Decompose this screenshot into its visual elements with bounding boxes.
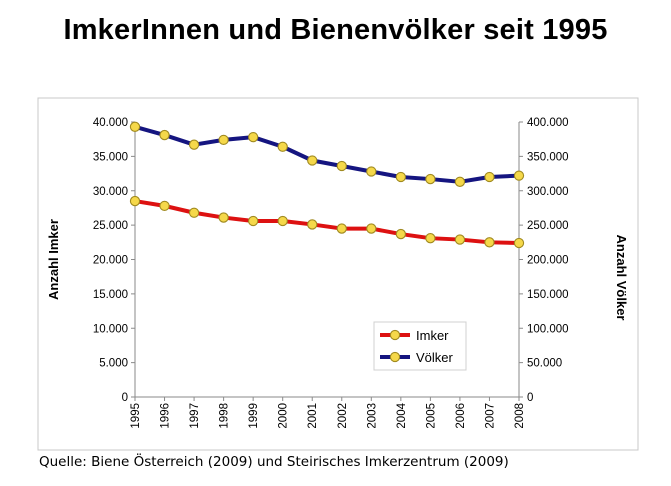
chart-frame	[37, 97, 639, 451]
data-point-imker	[454, 234, 466, 245]
right-y-tick-label: 400.000	[527, 117, 569, 129]
data-point-imker	[218, 212, 229, 223]
source-note: Quelle: Biene Österreich (2009) und Stei…	[39, 454, 509, 470]
data-point-v-lker	[129, 121, 141, 132]
legend-label-v-lker: Völker	[416, 350, 454, 365]
left-y-tick-label: 20.000	[93, 255, 128, 267]
right-y-tick-label: 250.000	[527, 220, 569, 232]
data-point-imker	[336, 223, 347, 234]
data-point-v-lker	[307, 155, 318, 166]
x-tick-label: 2002	[337, 403, 349, 429]
legend-label-imker: Imker	[416, 328, 449, 343]
right-y-tick-label: 300.000	[527, 186, 569, 198]
data-point-v-lker	[513, 170, 525, 181]
x-tick-label: 2007	[484, 403, 496, 429]
data-point-v-lker	[425, 173, 436, 185]
data-point-v-lker	[248, 131, 259, 143]
x-tick-label: 2005	[425, 403, 437, 429]
data-point-v-lker	[277, 141, 288, 152]
left-y-tick-label: 25.000	[93, 220, 128, 232]
data-point-imker	[277, 215, 288, 227]
right-y-tick-label: 350.000	[527, 151, 569, 163]
x-tick-label: 2000	[278, 403, 290, 429]
legend-marker-v-lker	[389, 351, 401, 363]
data-point-v-lker	[395, 171, 406, 183]
data-point-v-lker	[366, 166, 377, 177]
right-axis-title: Anzahl Völker	[614, 235, 629, 321]
data-point-v-lker	[484, 171, 495, 183]
legend-box	[373, 321, 467, 371]
data-point-imker	[159, 200, 170, 212]
data-point-v-lker	[159, 129, 170, 141]
data-point-imker	[395, 228, 406, 240]
data-point-v-lker	[454, 176, 466, 187]
data-point-imker	[484, 237, 495, 248]
data-point-imker	[425, 233, 436, 244]
x-tick-label: 1998	[219, 403, 231, 429]
data-point-imker	[188, 207, 200, 218]
data-point-imker	[513, 237, 525, 249]
data-point-v-lker	[188, 139, 200, 150]
data-point-imker	[248, 215, 259, 227]
x-tick-label: 2008	[514, 403, 526, 429]
x-tick-label: 1995	[130, 403, 142, 429]
x-tick-label: 2006	[455, 403, 467, 429]
data-point-v-lker	[336, 160, 347, 172]
left-y-tick-label: 10.000	[93, 323, 128, 335]
x-tick-label: 1999	[248, 403, 260, 429]
left-y-tick-label: 30.000	[93, 186, 128, 198]
x-tick-label: 2004	[396, 402, 408, 428]
right-y-tick-label: 100.000	[527, 323, 569, 335]
x-tick-label: 2001	[307, 403, 319, 429]
x-tick-label: 1996	[160, 403, 172, 429]
x-tick-label: 1997	[189, 403, 201, 429]
left-axis-title: Anzahl Imker	[46, 219, 61, 300]
data-point-imker	[307, 219, 318, 230]
data-point-imker	[366, 223, 377, 234]
left-y-tick-label: 0	[122, 392, 128, 404]
left-y-tick-label: 35.000	[93, 151, 128, 163]
legend-marker-imker	[389, 329, 401, 341]
left-y-tick-label: 5.000	[99, 358, 128, 370]
left-y-tick-label: 40.000	[93, 117, 128, 129]
data-point-imker	[129, 195, 141, 207]
right-y-tick-label: 200.000	[527, 255, 569, 267]
chart-title: ImkerInnen und Bienenvölker seit 1995	[63, 14, 608, 46]
left-y-tick-label: 15.000	[93, 289, 128, 301]
right-y-tick-label: 150.000	[527, 289, 569, 301]
right-y-tick-label: 50.000	[527, 358, 562, 370]
x-tick-label: 2003	[366, 403, 378, 429]
data-point-v-lker	[218, 134, 229, 146]
right-y-tick-label: 0	[527, 392, 533, 404]
